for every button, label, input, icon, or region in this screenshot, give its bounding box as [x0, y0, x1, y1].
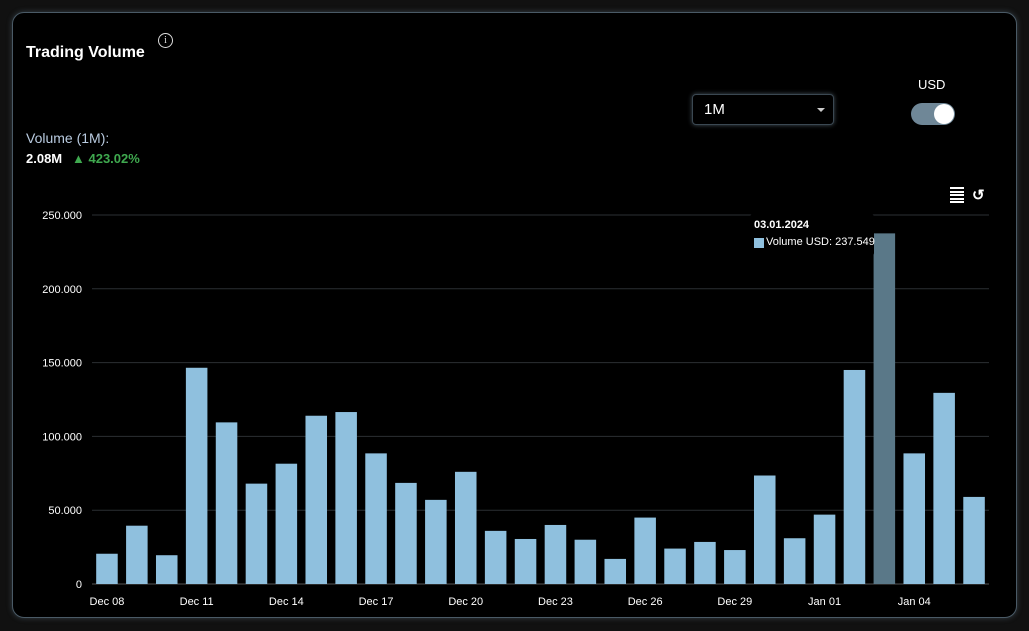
bar[interactable]: [783, 538, 806, 584]
x-tick-label: Dec 29: [717, 596, 752, 608]
volume-change: ▲ 423.02%: [72, 151, 140, 166]
volume-value: 2.08M: [26, 151, 63, 166]
x-axis: Dec 08 Dec 11 Dec 14 Dec 17 Dec 20 Dec 23 Dec …: [90, 596, 931, 608]
bar[interactable]: [903, 453, 926, 584]
bar[interactable]: [843, 369, 866, 584]
range-select[interactable]: 1M: [692, 94, 834, 125]
y-tick-label: 100.000: [42, 431, 82, 443]
bar[interactable]: [724, 550, 746, 584]
bar[interactable]: [365, 453, 387, 584]
bar[interactable]: [873, 233, 896, 584]
usd-toggle[interactable]: [911, 103, 955, 125]
chart-tooltip: 03.01.2024 Volume USD: 237.549: [750, 214, 875, 256]
y-tick-label: 200.000: [42, 284, 82, 296]
bar[interactable]: [185, 367, 208, 584]
y-tick-label: 150.000: [42, 358, 82, 370]
bar[interactable]: [305, 415, 328, 584]
bar[interactable]: [454, 471, 477, 584]
x-tick-label: Dec 17: [359, 596, 394, 608]
usd-label: USD: [918, 77, 946, 92]
bar[interactable]: [694, 541, 716, 584]
bar[interactable]: [395, 482, 417, 584]
card-title: Trading Volume: [26, 44, 145, 61]
y-axis: 0 50.000 100.000 150.000 200.000 250.000: [42, 210, 82, 591]
range-select-value: 1M: [704, 101, 725, 118]
bar[interactable]: [425, 499, 447, 584]
x-tick-label: Dec 08: [90, 596, 125, 608]
bar[interactable]: [155, 555, 178, 584]
x-tick-label: Dec 23: [538, 596, 573, 608]
reset-icon[interactable]: ↺: [972, 187, 985, 204]
chart-bars: [96, 233, 985, 584]
bar[interactable]: [514, 538, 537, 584]
x-tick-label: Dec 14: [269, 596, 304, 608]
tooltip-value: Volume USD: 237.549: [766, 236, 875, 248]
bar[interactable]: [335, 412, 357, 584]
bar[interactable]: [96, 553, 118, 584]
chevron-down-icon: [817, 108, 825, 112]
tooltip-swatch: [754, 238, 764, 248]
bar[interactable]: [813, 514, 836, 584]
bar[interactable]: [245, 483, 268, 584]
tooltip-date: 03.01.2024: [754, 219, 810, 231]
bar[interactable]: [753, 475, 776, 584]
bar[interactable]: [574, 539, 597, 584]
x-tick-label: Dec 20: [448, 596, 483, 608]
info-icon[interactable]: i: [158, 33, 173, 48]
bar[interactable]: [604, 558, 627, 584]
bar[interactable]: [484, 530, 507, 584]
x-tick-label: Dec 11: [180, 596, 214, 608]
bar[interactable]: [634, 517, 656, 584]
x-tick-label: Jan 01: [808, 596, 841, 608]
x-tick-label: Jan 04: [898, 596, 931, 608]
bar[interactable]: [664, 548, 686, 584]
volume-label: Volume (1M):: [26, 130, 110, 146]
bar[interactable]: [544, 524, 567, 584]
bar[interactable]: [933, 392, 955, 584]
x-tick-label: Dec 26: [628, 596, 663, 608]
y-tick-label: 250.000: [42, 210, 82, 222]
bar[interactable]: [275, 463, 298, 584]
bar[interactable]: [215, 422, 238, 584]
bar[interactable]: [963, 496, 985, 584]
bar[interactable]: [126, 525, 148, 584]
y-tick-label: 0: [76, 579, 82, 591]
y-tick-label: 50.000: [48, 505, 82, 517]
menu-icon[interactable]: [950, 187, 964, 205]
toggle-knob: [934, 104, 954, 124]
